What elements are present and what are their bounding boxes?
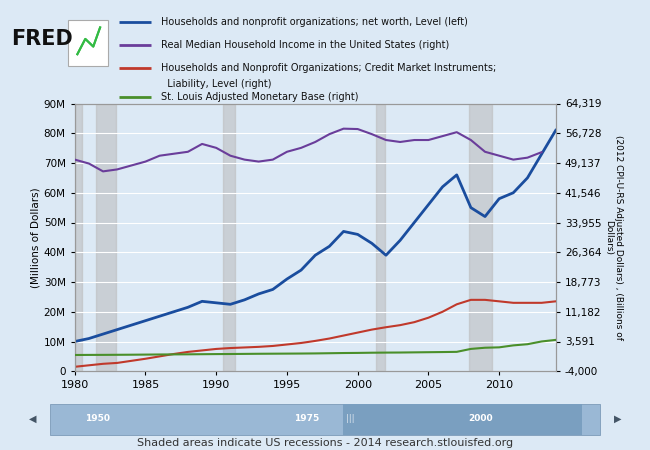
FancyBboxPatch shape: [68, 20, 108, 66]
FancyBboxPatch shape: [343, 405, 582, 435]
Bar: [376, 104, 385, 371]
Bar: [224, 104, 235, 371]
Text: Shaded areas indicate US recessions - 2014 research.stlouisfed.org: Shaded areas indicate US recessions - 20…: [137, 437, 513, 447]
Y-axis label: (2012 CPI-U-RS Adjusted Dollars) , (Billions of
Dollars): (2012 CPI-U-RS Adjusted Dollars) , (Bill…: [604, 135, 623, 340]
Bar: [96, 104, 116, 371]
Text: ◀: ◀: [29, 414, 36, 424]
Text: St. Louis Adjusted Monetary Base (right): St. Louis Adjusted Monetary Base (right): [161, 92, 359, 103]
FancyBboxPatch shape: [50, 405, 600, 435]
Text: 1975: 1975: [294, 414, 320, 423]
Y-axis label: (Millions of Dollars): (Millions of Dollars): [31, 187, 41, 288]
Text: Real Median Household Income in the United States (right): Real Median Household Income in the Unit…: [161, 40, 449, 50]
Bar: [469, 104, 492, 371]
Text: Liability, Level (right): Liability, Level (right): [161, 79, 272, 89]
Text: Households and nonprofit organizations; net worth, Level (left): Households and nonprofit organizations; …: [161, 17, 468, 27]
Text: ▶: ▶: [614, 414, 621, 424]
Text: FRED: FRED: [12, 29, 73, 49]
Bar: [75, 104, 82, 371]
Text: Households and Nonprofit Organizations; Credit Market Instruments;: Households and Nonprofit Organizations; …: [161, 63, 497, 73]
Text: 2000: 2000: [468, 414, 493, 423]
Text: |||: |||: [346, 414, 354, 423]
Text: 1950: 1950: [85, 414, 111, 423]
